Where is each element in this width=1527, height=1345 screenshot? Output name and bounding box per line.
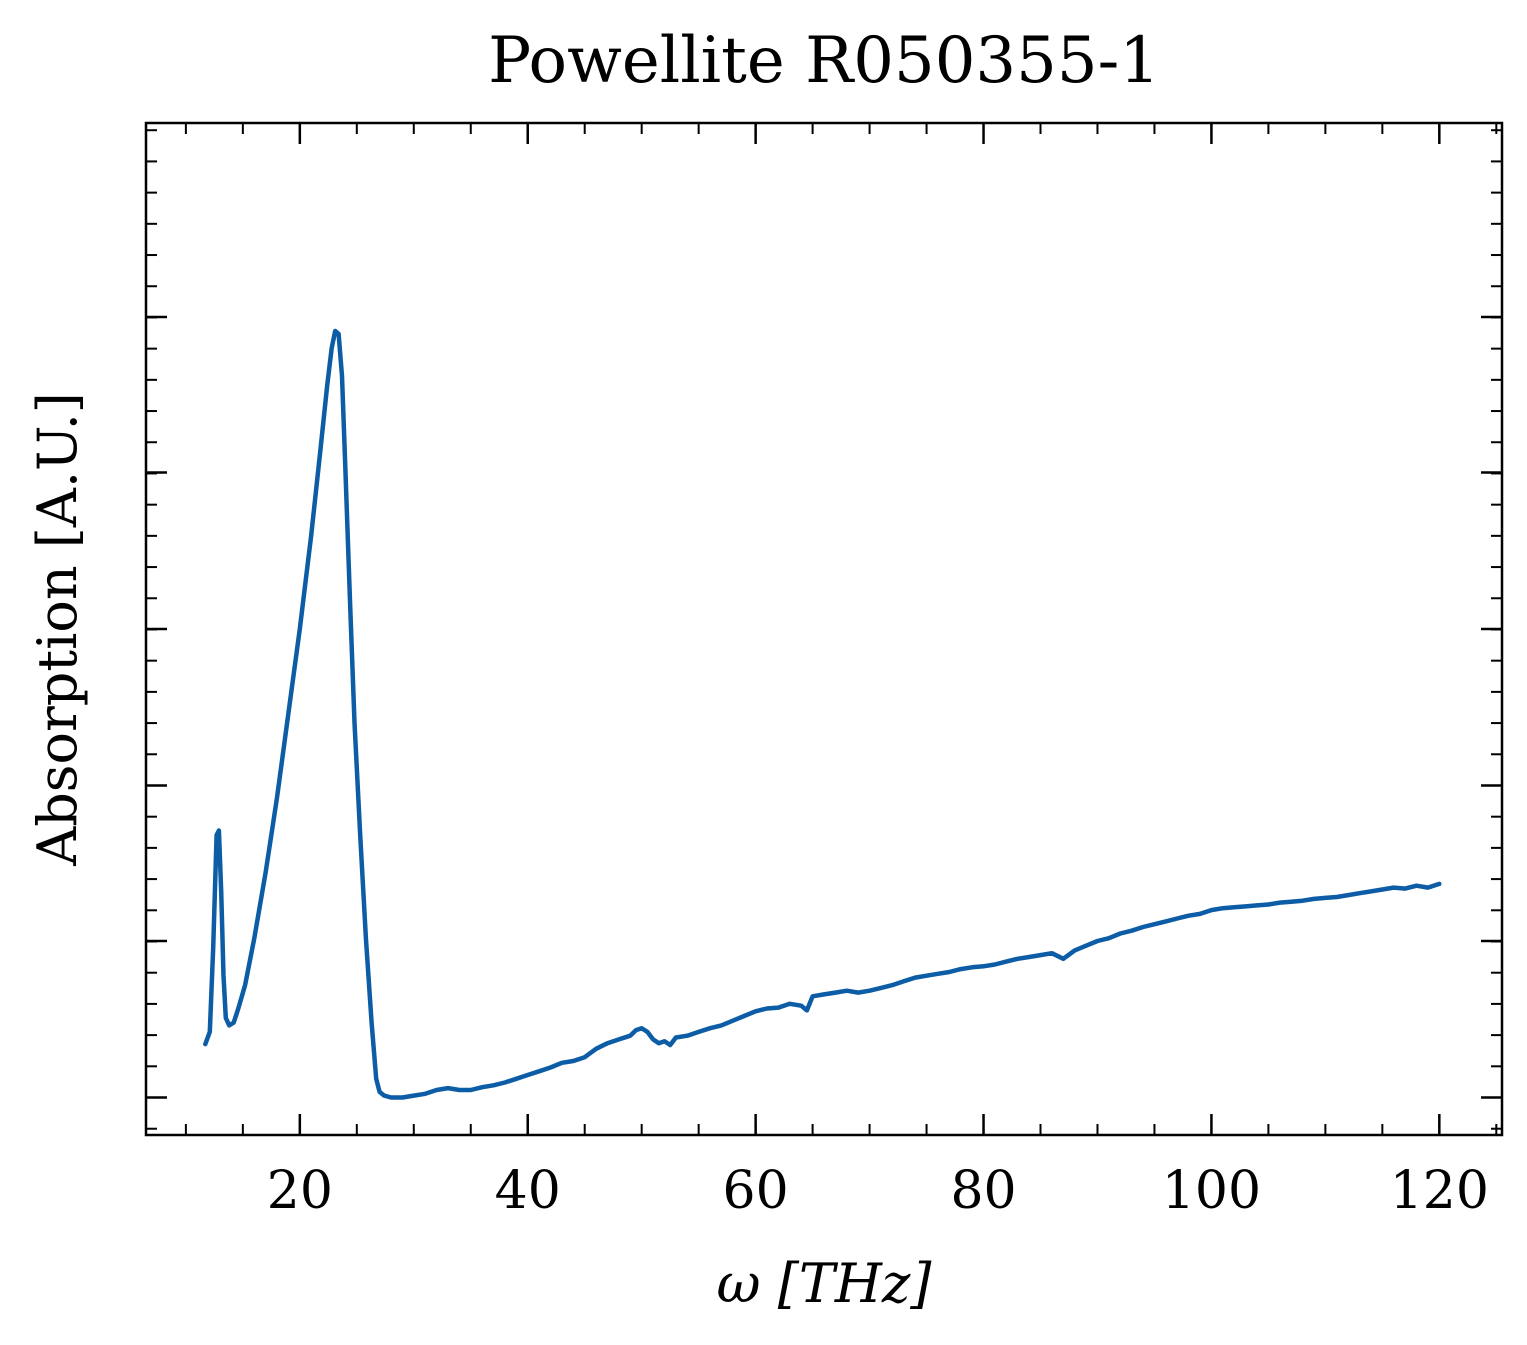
x-tick-label: 20: [267, 1161, 333, 1221]
x-tick-label: 60: [723, 1161, 789, 1221]
x-tick-label: 40: [495, 1161, 561, 1221]
absorption-series-line: [203, 328, 1442, 1100]
x-minor-ticks: [184, 123, 1498, 1135]
x-axis-label: ω [THz]: [717, 1252, 933, 1315]
x-major-ticks: [298, 123, 1441, 1135]
plot-frame: [144, 121, 1504, 1137]
y-axis-label: Absorption [A.U.]: [26, 392, 89, 867]
x-tick-labels: 20 40 60 80 100 120: [267, 1161, 1489, 1221]
x-tick-label: 80: [950, 1161, 1016, 1221]
x-tick-label: 100: [1162, 1161, 1261, 1221]
y-major-ticks: [146, 315, 1502, 1099]
x-tick-label: 120: [1390, 1161, 1489, 1221]
chart-title: Powellite R050355-1: [488, 24, 1160, 98]
